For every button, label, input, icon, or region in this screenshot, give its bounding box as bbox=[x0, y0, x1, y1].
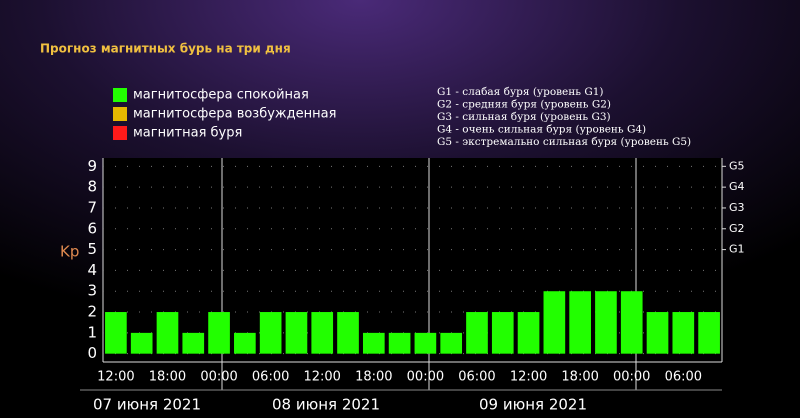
y-tick-label: 2 bbox=[87, 303, 97, 321]
bar bbox=[569, 291, 591, 354]
y-axis-label: Kp bbox=[60, 243, 79, 261]
legend-label: магнитная буря bbox=[133, 126, 242, 141]
bar bbox=[491, 312, 514, 354]
x-tick-label: 00:00 bbox=[613, 370, 650, 385]
legend-swatch bbox=[113, 126, 127, 140]
y2-tick-label: G2 bbox=[729, 222, 745, 235]
legend-label: магнитосфера спокойная bbox=[133, 88, 309, 103]
y-tick-label: 0 bbox=[87, 344, 97, 362]
day-label: 09 июня 2021 bbox=[479, 396, 587, 414]
plot-area bbox=[103, 158, 722, 362]
y2-tick-label: G5 bbox=[729, 159, 745, 172]
bar bbox=[156, 312, 179, 354]
scale-note: G5 - экстремально сильная буря (уровень … bbox=[437, 136, 691, 148]
y-tick-label: 3 bbox=[87, 282, 97, 300]
bar bbox=[285, 312, 308, 354]
bar bbox=[414, 332, 437, 354]
bar bbox=[337, 312, 359, 354]
x-tick-label: 12:00 bbox=[510, 370, 547, 385]
x-tick-label: 12:00 bbox=[97, 370, 134, 385]
y-tick-label: 7 bbox=[87, 198, 97, 216]
x-tick-label: 18:00 bbox=[561, 370, 598, 385]
x-tick-label: 00:00 bbox=[407, 370, 444, 385]
bar bbox=[388, 332, 411, 354]
bar bbox=[130, 332, 153, 354]
y-tick-label: 9 bbox=[87, 157, 97, 175]
chart-title: Прогноз магнитных бурь на три дня bbox=[40, 42, 291, 56]
scale-note: G1 - слабая буря (уровень G1) bbox=[437, 86, 604, 98]
bar bbox=[595, 291, 617, 354]
y2-tick-label: G1 bbox=[729, 243, 745, 256]
y-tick-label: 4 bbox=[87, 261, 97, 279]
day-label: 08 июня 2021 bbox=[272, 396, 380, 414]
legend-swatch bbox=[113, 88, 127, 102]
bar bbox=[672, 312, 695, 354]
bar bbox=[466, 312, 488, 354]
bar bbox=[646, 312, 669, 354]
bar bbox=[259, 312, 282, 354]
scale-note: G4 - очень сильная буря (уровень G4) bbox=[437, 124, 646, 136]
bar bbox=[698, 312, 720, 354]
bar bbox=[105, 312, 127, 354]
bar bbox=[208, 312, 230, 354]
x-tick-label: 06:00 bbox=[665, 370, 702, 385]
y-tick-label: 8 bbox=[87, 178, 97, 196]
x-tick-label: 06:00 bbox=[458, 370, 495, 385]
x-tick-label: 18:00 bbox=[355, 370, 392, 385]
scale-note: G2 - средняя буря (уровень G2) bbox=[437, 99, 611, 111]
x-tick-label: 00:00 bbox=[200, 370, 237, 385]
bar bbox=[362, 332, 385, 354]
bar bbox=[543, 291, 566, 354]
y2-tick-label: G4 bbox=[729, 180, 745, 193]
y2-tick-label: G3 bbox=[729, 201, 745, 214]
day-label: 07 июня 2021 bbox=[93, 396, 201, 414]
bar bbox=[620, 291, 643, 354]
bar bbox=[440, 332, 463, 354]
legend-swatch bbox=[113, 107, 127, 121]
bar bbox=[517, 312, 540, 354]
y-tick-label: 6 bbox=[87, 219, 97, 237]
legend-label: магнитосфера возбужденная bbox=[133, 107, 336, 122]
bar bbox=[182, 332, 205, 354]
bar bbox=[234, 332, 256, 354]
y-tick-label: 1 bbox=[87, 323, 97, 341]
scale-note: G3 - сильная буря (уровень G3) bbox=[437, 111, 611, 123]
x-tick-label: 18:00 bbox=[149, 370, 186, 385]
y-tick-label: 5 bbox=[87, 240, 97, 258]
x-tick-label: 06:00 bbox=[252, 370, 289, 385]
x-tick-label: 12:00 bbox=[303, 370, 340, 385]
bar bbox=[311, 312, 334, 354]
